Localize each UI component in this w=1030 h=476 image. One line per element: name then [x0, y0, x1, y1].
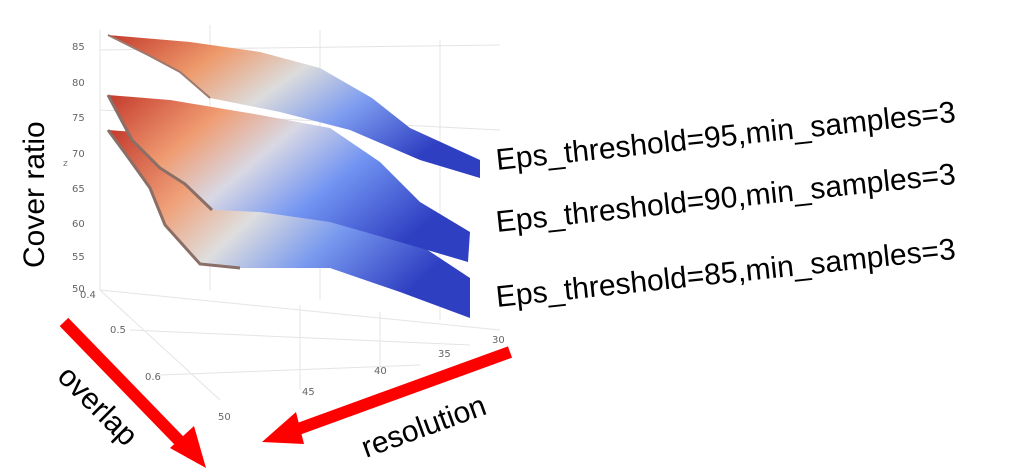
z-tick-label: 60 — [72, 219, 85, 230]
resolution-tick-label: 40 — [374, 366, 387, 377]
overlap-tick-label: 0.5 — [110, 325, 126, 336]
resolution-tick-label: 45 — [302, 387, 315, 398]
resolution-tick-label: 35 — [438, 349, 451, 360]
series-label-eps85: Eps_threshold=85,min_samples=3 — [494, 233, 957, 314]
overlap-arrow-label: overlap — [51, 360, 144, 453]
z-tick-label: 85 — [72, 42, 85, 53]
y-axis-title: Cover ratio — [18, 121, 51, 268]
overlap-tick-label: 0.6 — [145, 372, 161, 383]
z-axis-label: z — [63, 159, 68, 169]
resolution-arrowhead — [262, 412, 304, 444]
overlap-tick-label: 0.4 — [80, 290, 96, 301]
z-tick-label: 65 — [72, 184, 85, 195]
z-tick-label: 80 — [72, 78, 85, 89]
z-tick-label: 75 — [72, 113, 85, 124]
resolution-tick-label: 50 — [218, 412, 231, 423]
z-tick-label: 55 — [72, 252, 85, 263]
overlap-axis-ticks: 0.4 0.5 0.6 — [80, 290, 161, 383]
z-tick-label: 70 — [72, 149, 85, 160]
resolution-tick-label: 30 — [492, 335, 505, 346]
